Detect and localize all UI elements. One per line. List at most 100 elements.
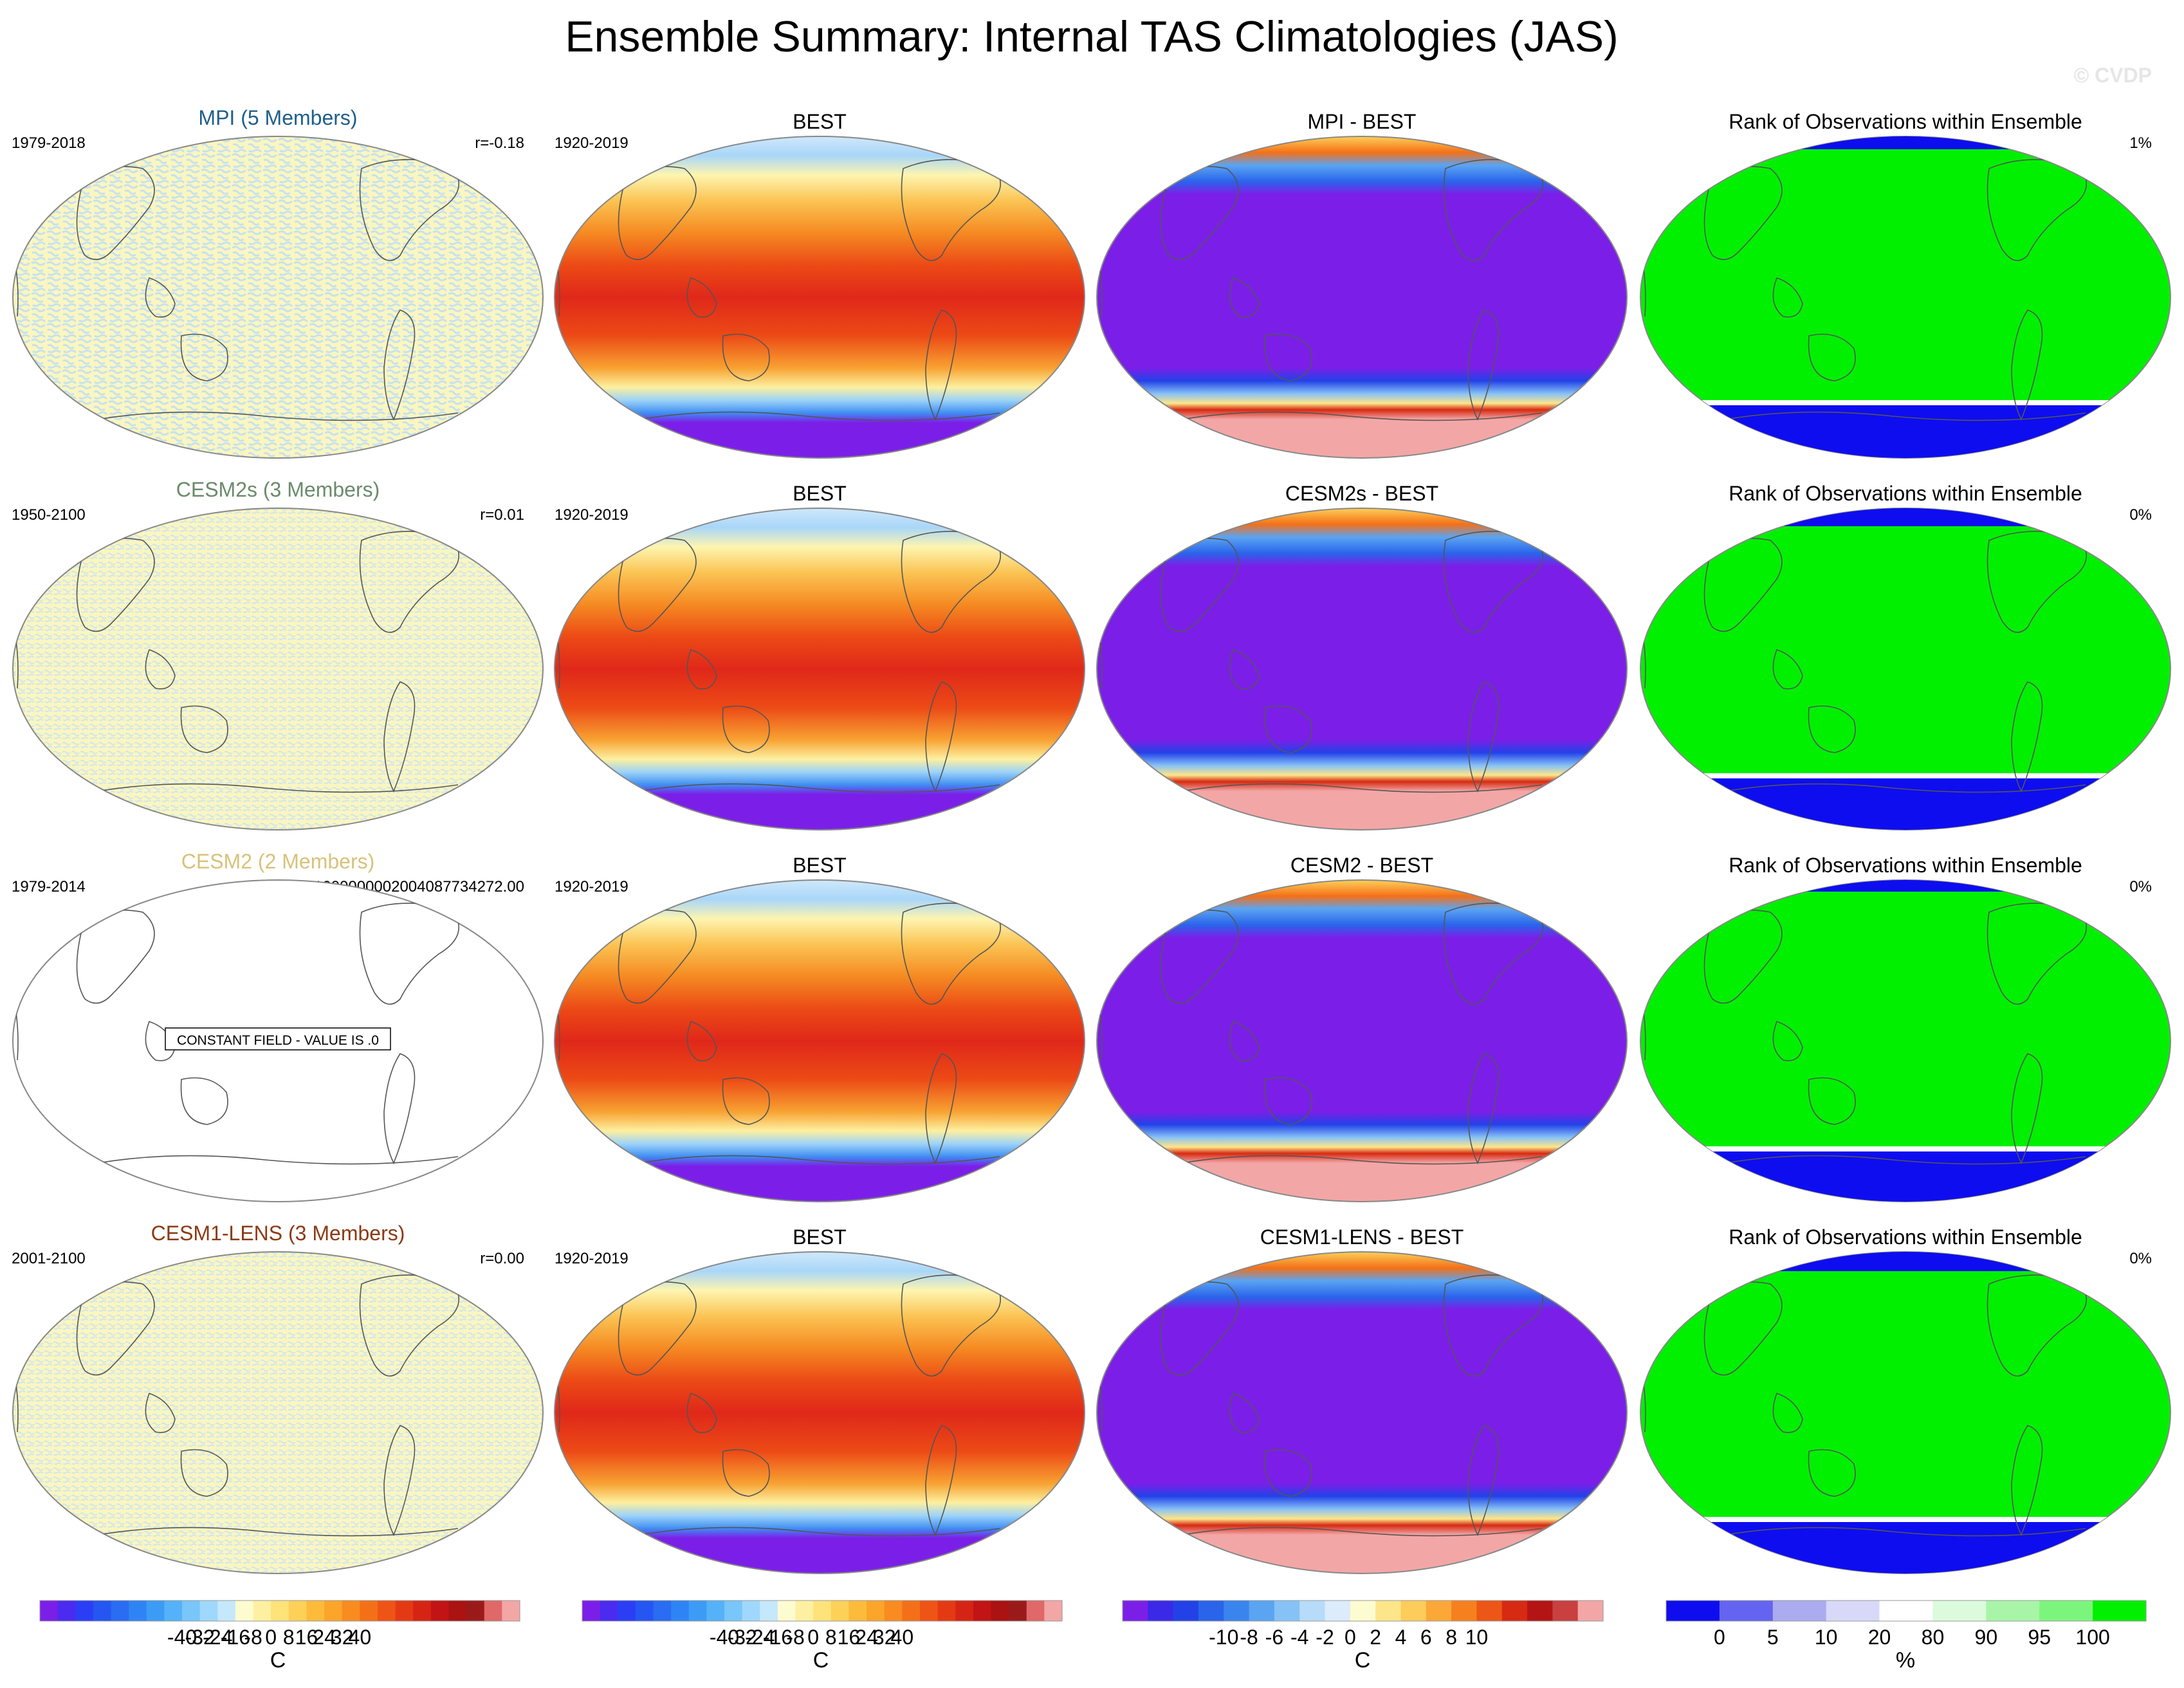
colorbar-tick-label: 16 [838,1626,861,1649]
coastline-segment [722,333,770,381]
colorbar-tick-label: -40 [167,1626,197,1649]
coastline-segment [1181,783,1543,793]
rank-title: Rank of Observations within Ensemble [1729,482,2082,505]
colorbar-swatch [182,1601,201,1621]
coastline-segment [1097,232,1103,317]
coastline-segment [1808,705,1856,753]
pattern-correlation: r=0.01 [480,506,524,524]
coastline-segment [2115,1285,2163,1317]
coastline-segment [1264,1449,1312,1497]
colorbar-swatch [271,1601,289,1621]
rank-title: Rank of Observations within Ensemble [1729,110,2082,133]
panel-row-1: MPI (5 Members) 1979-2018 r=-0.18 BEST 1… [12,106,2171,459]
coastline-segment [1640,604,1646,689]
colorbar-swatch [830,1601,850,1621]
colorbar-swatch [306,1601,325,1621]
colorbar-swatch [1299,1601,1326,1621]
coastline-segment [555,1348,560,1433]
obs-period: 1920-2019 [555,506,629,524]
colorbar-swatch [1375,1601,1402,1621]
pattern-correlation: r=0.00 [480,1250,524,1267]
colorbar-swatch [1501,1601,1528,1621]
ensemble-period: 1979-2014 [12,878,86,895]
coastline-segment [1029,1285,1078,1317]
colorbar-swatch [1350,1601,1376,1621]
colorbar-tick-label: 32 [873,1626,896,1649]
rank-map [1640,1251,2171,1574]
colorbar-swatch [973,1601,992,1621]
colorbar-swatch [742,1601,760,1621]
coastline-segment [1640,232,1646,317]
colorbar-swatch [1249,1601,1275,1621]
obs-map [554,879,1085,1202]
colorbar-tick-label: 24 [855,1626,878,1649]
colorbar-swatch [111,1601,129,1621]
colorbar-frame [1122,1600,1604,1622]
obs-title: BEST [793,482,847,505]
ensemble-period: 2001-2100 [12,1250,86,1267]
colorbar-swatch [937,1601,956,1621]
coastline-segment [639,1155,1000,1165]
panel-row-2: CESM2s (3 Members) 1950-2100 r=0.01 BEST… [12,478,2171,830]
diff-map [1096,508,1628,830]
colorbar-swatch [813,1601,832,1621]
colorbar-frame [39,1600,520,1622]
coastline-segment [555,232,560,317]
colorbar-swatch [360,1601,378,1621]
coastline-segment [1808,1449,1856,1497]
coastline-segment [686,1392,717,1433]
coastline-segment [1264,705,1312,753]
colorbar-swatch [884,1601,903,1621]
colorbar-swatch [777,1601,796,1621]
coastline-segment [1160,1281,1239,1376]
colorbar-swatch [1148,1601,1174,1621]
colorbar-swatch [430,1601,450,1621]
coastline-segment [1097,976,1103,1061]
colorbar-tick-label: 0 [1344,1626,1356,1649]
colorbar-swatch [75,1601,94,1621]
colorbar-tick-label: -6 [1265,1626,1283,1649]
colorbar-tick-label: -16 [221,1626,250,1649]
ensemble-map [12,508,544,830]
coastline-segment [97,783,459,793]
colorbar-tick-label: 5 [1767,1626,1779,1649]
colorbar-tick-label: 8 [283,1626,295,1649]
pattern-correlation: r=-0.18 [475,134,524,152]
ensemble-map: CONSTANT FIELD - VALUE IS .0 [12,879,544,1202]
colorbar-tick-label: 2 [1370,1626,1381,1649]
colorbar-swatch [902,1601,921,1621]
coastline-segment [555,976,560,1061]
coastline-segment [722,705,770,753]
coastline-segment [76,165,155,261]
coastline-segment [180,1449,228,1497]
ensemble-map [12,136,544,459]
colorbar-tick-label: -16 [763,1626,793,1649]
coastline-segment [76,537,155,632]
ensemble-map [12,1251,544,1574]
coastline-segment [488,541,536,573]
rank-title: Rank of Observations within Ensemble [1729,1225,2082,1249]
colorbar-swatch [582,1601,601,1621]
colorbar-tick-label: 40 [349,1626,372,1649]
colorbar-swatch [2093,1601,2147,1621]
colorbar-swatch [1198,1601,1224,1621]
ensemble-period: 1979-2018 [12,134,86,152]
coastline-segment [618,909,697,1004]
colorbar-swatch [1879,1601,1934,1621]
colorbar-tick-label: 16 [295,1626,318,1649]
coastline-segment [618,537,697,632]
ensemble-period: 1950-2100 [12,506,86,524]
colorbar-swatch [1932,1601,1987,1621]
coastline-segment [145,648,176,690]
colorbar-swatch [1451,1601,1478,1621]
colorbar-swatch [795,1601,814,1621]
colorbar-tick-label: 0 [1714,1626,1725,1649]
colorbar-tick-label: 10 [1465,1626,1489,1649]
colorbar-frame [1666,1600,2147,1622]
obs-map [554,508,1085,830]
colorbar-swatch [395,1601,414,1621]
coastline-segment [1640,1348,1646,1433]
colorbar-tick-label: 24 [313,1626,336,1649]
